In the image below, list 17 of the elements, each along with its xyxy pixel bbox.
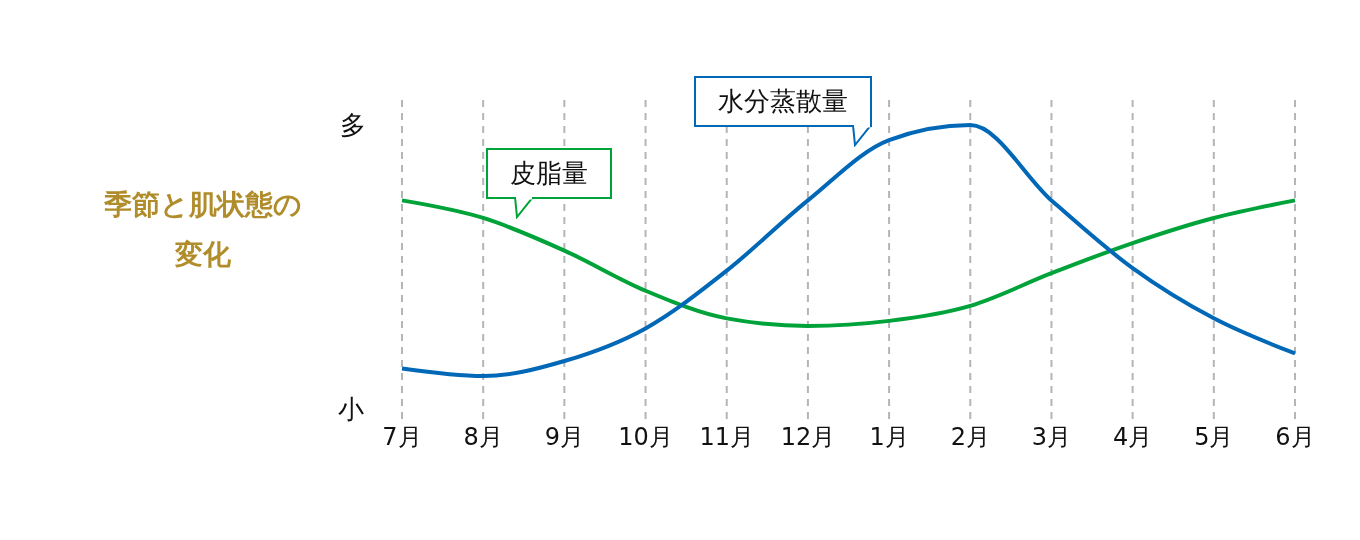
text: 小 <box>338 393 364 426</box>
series-label: 水分蒸散量 <box>694 76 872 127</box>
x-tick-label: 8月 <box>463 423 503 452</box>
x-tick-label: 9月 <box>544 423 584 452</box>
x-tick-label: 5月 <box>1194 423 1234 452</box>
annotation: 多 <box>340 109 366 142</box>
x-tick-label: 7月 <box>382 423 422 452</box>
x-tick-label: 3月 <box>1031 423 1072 452</box>
x-tick-label: 11月 <box>699 423 754 452</box>
x-tick-label: 2月 <box>950 423 990 452</box>
x-tick-label: 6月 <box>1275 423 1315 452</box>
text: 季節と肌状態の変化 <box>104 188 302 271</box>
x-tick-label: 1月 <box>869 423 909 452</box>
series-label: 皮脂量 <box>486 148 612 199</box>
x-tick-label: 4月 <box>1113 423 1153 452</box>
x-tick-label: 12月 <box>780 423 836 452</box>
x-tick-label: 10月 <box>618 423 673 452</box>
